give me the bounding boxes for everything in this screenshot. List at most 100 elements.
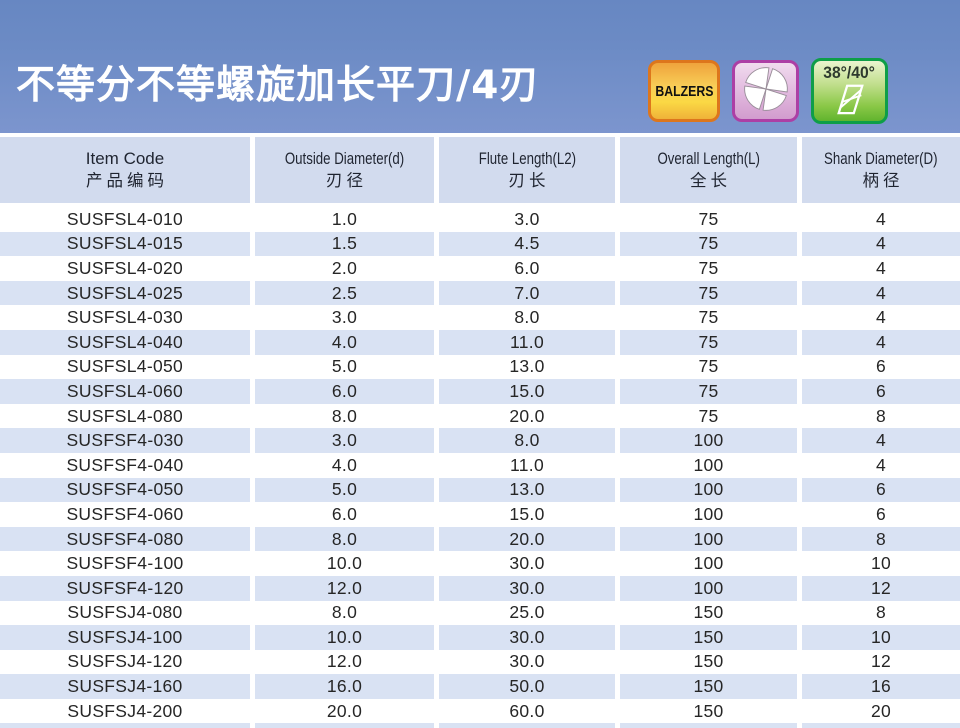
cell-overall-length: 100: [620, 428, 797, 453]
cell-shank-diameter: 4: [802, 329, 960, 355]
cell-flute-length: 15.0: [439, 379, 615, 404]
cell-overall-length: 150: [620, 600, 797, 626]
cell-item-code: SUSFSL4-020: [0, 256, 250, 281]
cell-item-code: SUSFSJ4-120: [0, 649, 250, 675]
page-title: 不等分不等螺旋加长平刀/4刃: [16, 63, 540, 108]
helix-angle-icon: [831, 82, 869, 121]
cell-shank-diameter: 4: [802, 256, 960, 281]
column-header-zh: 刃长: [508, 171, 550, 190]
cell-flute-length: 8.0: [439, 428, 615, 453]
balzers-label: BALZERS: [654, 82, 714, 100]
header-banner: 不等分不等螺旋加长平刀/4刃 BALZERS: [0, 0, 960, 133]
table-row: SUSFSF4-030 3.0 8.0 100 4: [0, 428, 960, 453]
cell-shank-diameter: 12: [802, 575, 960, 601]
cell-item-code: SUSFSJ4-200: [0, 698, 250, 724]
cell-flute-length: 30.0: [439, 649, 615, 675]
cell-flute-length: [439, 723, 615, 728]
cell-shank-diameter: 8: [802, 600, 960, 626]
cell-flute-length: 7.0: [439, 280, 615, 306]
table-row: SUSFSJ4-200 20.0 60.0 150 20: [0, 698, 960, 724]
column-header-shank-diameter: Shank Diameter(D) 柄径: [802, 137, 960, 203]
column-header-outside-diameter: Outside Diameter(d) 刃径: [255, 137, 434, 203]
cell-shank-diameter: 4: [802, 280, 960, 306]
cell-shank-diameter: 8: [802, 403, 960, 429]
table-row: SUSFSF4-080 8.0 20.0 100 8: [0, 526, 960, 552]
cell-outside-diameter: 10.0: [255, 625, 434, 650]
cell-item-code: [0, 723, 250, 728]
column-header-flute-length: Flute Length(L2) 刃长: [439, 137, 615, 203]
cell-overall-length: 75: [620, 280, 797, 306]
cell-flute-length: 8.0: [439, 305, 615, 330]
cell-shank-diameter: 8: [802, 526, 960, 552]
cell-overall-length: 75: [620, 403, 797, 429]
cell-outside-diameter: 5.0: [255, 354, 434, 380]
cell-overall-length: 100: [620, 452, 797, 478]
table-row: SUSFSL4-025 2.5 7.0 75 4: [0, 280, 960, 306]
column-header-overall-length: Overall Length(L) 全长: [620, 137, 797, 203]
cell-overall-length: [620, 723, 797, 728]
column-header-zh: 产品编码: [86, 171, 168, 190]
table-row: SUSFSL4-015 1.5 4.5 75 4: [0, 231, 960, 257]
column-header-item-code: Item Code 产品编码: [0, 137, 250, 203]
cell-item-code: SUSFSJ4-160: [0, 674, 250, 699]
balzers-logo-badge: BALZERS: [648, 60, 720, 122]
cell-flute-length: 20.0: [439, 403, 615, 429]
cell-outside-diameter: 2.5: [255, 280, 434, 306]
end-mill-4-flute-badge: [732, 60, 799, 122]
cell-shank-diameter: 4: [802, 231, 960, 257]
cell-overall-length: 75: [620, 256, 797, 281]
cell-flute-length: 20.0: [439, 526, 615, 552]
cell-outside-diameter: 3.0: [255, 305, 434, 330]
table-row: SUSFSL4-040 4.0 11.0 75 4: [0, 329, 960, 355]
column-header-en: Outside Diameter(d): [284, 149, 405, 169]
cell-item-code: SUSFSL4-040: [0, 329, 250, 355]
table-row: SUSFSF4-050 5.0 13.0 100 6: [0, 477, 960, 503]
cell-overall-length: 100: [620, 477, 797, 503]
cell-outside-diameter: 1.5: [255, 231, 434, 257]
cell-outside-diameter: 4.0: [255, 452, 434, 478]
column-header-zh: 柄径: [862, 171, 904, 190]
table-header-row: Item Code 产品编码 Outside Diameter(d) 刃径 Flute …: [0, 137, 960, 203]
cell-flute-length: 11.0: [439, 329, 615, 355]
cell-flute-length: 25.0: [439, 600, 615, 626]
cell-outside-diameter: 8.0: [255, 600, 434, 626]
cell-item-code: SUSFSF4-060: [0, 502, 250, 527]
cell-flute-length: 3.0: [439, 207, 615, 232]
table-row: SUSFSL4-080 8.0 20.0 75 8: [0, 403, 960, 429]
cell-outside-diameter: 12.0: [255, 649, 434, 675]
cell-overall-length: 100: [620, 502, 797, 527]
table-row: SUSFSJ4-100 10.0 30.0 150 10: [0, 625, 960, 650]
cell-flute-length: 4.5: [439, 231, 615, 257]
cell-outside-diameter: 6.0: [255, 379, 434, 404]
cell-item-code: SUSFSJ4-100: [0, 625, 250, 650]
cell-overall-length: 75: [620, 305, 797, 330]
cell-outside-diameter: 8.0: [255, 403, 434, 429]
cell-item-code: SUSFSL4-050: [0, 354, 250, 380]
table-row: SUSFSF4-100 10.0 30.0 100 10: [0, 551, 960, 576]
table-row: SUSFSL4-050 5.0 13.0 75 6: [0, 354, 960, 380]
cell-overall-length: 75: [620, 354, 797, 380]
cell-outside-diameter: 2.0: [255, 256, 434, 281]
table-row-partial: [0, 723, 960, 728]
cell-shank-diameter: 20: [802, 698, 960, 724]
cell-outside-diameter: 10.0: [255, 551, 434, 576]
cell-outside-diameter: 8.0: [255, 526, 434, 552]
cell-flute-length: 30.0: [439, 551, 615, 576]
table-row: SUSFSL4-010 1.0 3.0 75 4: [0, 207, 960, 232]
cell-outside-diameter: 4.0: [255, 329, 434, 355]
cell-overall-length: 75: [620, 379, 797, 404]
table-row: SUSFSL4-030 3.0 8.0 75 4: [0, 305, 960, 330]
cell-shank-diameter: 4: [802, 207, 960, 232]
column-header-en: Overall Length(L): [657, 149, 760, 169]
cell-outside-diameter: 16.0: [255, 674, 434, 699]
cell-item-code: SUSFSJ4-080: [0, 600, 250, 626]
cell-item-code: SUSFSL4-025: [0, 280, 250, 306]
table-row: SUSFSF4-040 4.0 11.0 100 4: [0, 452, 960, 478]
table-row: SUSFSF4-120 12.0 30.0 100 12: [0, 575, 960, 601]
cell-overall-length: 75: [620, 231, 797, 257]
cell-shank-diameter: 12: [802, 649, 960, 675]
cell-flute-length: 30.0: [439, 575, 615, 601]
cell-outside-diameter: 1.0: [255, 207, 434, 232]
table-body: SUSFSL4-010 1.0 3.0 75 4 SUSFSL4-015 1.5 4.5 75 4…: [0, 207, 960, 728]
